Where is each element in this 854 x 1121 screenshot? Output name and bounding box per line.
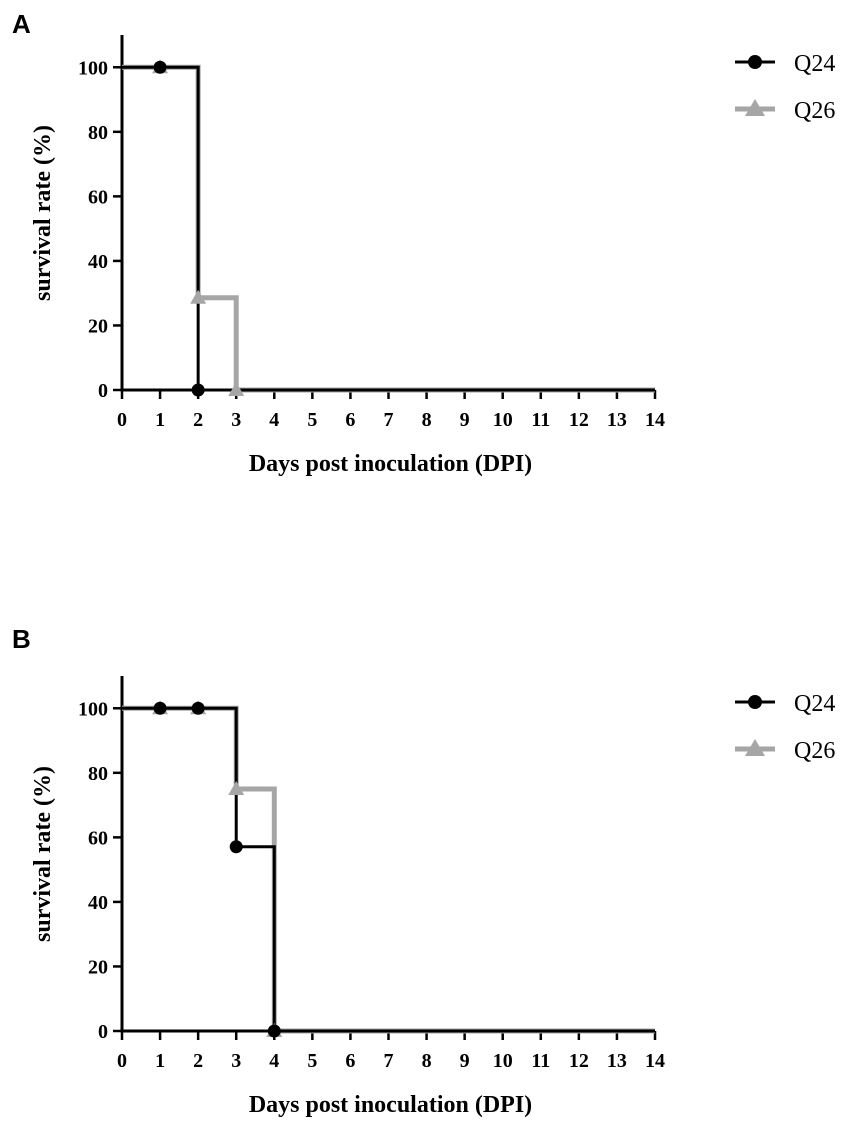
legend-marker-q24 <box>748 695 762 709</box>
series-line-q24 <box>122 706 655 1033</box>
series-line-q26 <box>122 64 655 393</box>
x-axis-title: Days post inoculation (DPI) <box>249 451 532 477</box>
data-point-q26 <box>228 780 245 795</box>
x-tick-label: 9 <box>460 409 470 431</box>
legend-label-q26: Q26 <box>794 738 835 764</box>
x-tick-label: 11 <box>531 1050 550 1072</box>
y-tick-label: 20 <box>88 956 108 978</box>
x-tick-label: 3 <box>231 409 241 431</box>
y-tick-label: 0 <box>98 380 108 402</box>
x-tick-label: 14 <box>645 1050 665 1072</box>
panel-letter: A <box>12 9 31 39</box>
x-tick-label: 0 <box>117 1050 127 1072</box>
legend-marker-q24 <box>748 55 762 69</box>
x-tick-label: 7 <box>384 1050 394 1072</box>
panel-letter: B <box>12 624 31 654</box>
x-tick-label: 0 <box>117 409 127 431</box>
x-tick-label: 1 <box>155 1050 165 1072</box>
y-tick-label: 20 <box>88 315 108 337</box>
data-point-q24 <box>229 840 243 854</box>
x-tick-label: 2 <box>193 409 203 431</box>
x-tick-label: 5 <box>307 409 317 431</box>
x-tick-label: 11 <box>531 409 550 431</box>
x-tick-label: 3 <box>231 1050 241 1072</box>
y-tick-label: 0 <box>98 1021 108 1043</box>
x-tick-label: 8 <box>422 409 432 431</box>
x-tick-label: 6 <box>345 409 355 431</box>
data-point-q24 <box>153 60 167 74</box>
y-tick-label: 60 <box>88 827 108 849</box>
y-tick-label: 100 <box>78 57 108 79</box>
y-tick-label: 80 <box>88 122 108 144</box>
x-tick-label: 10 <box>493 1050 513 1072</box>
x-tick-label: 4 <box>269 409 279 431</box>
x-tick-label: 5 <box>307 1050 317 1072</box>
y-axis-title: survival rate (%) <box>30 766 56 942</box>
data-point-q24 <box>267 1024 281 1038</box>
x-tick-label: 4 <box>269 1050 279 1072</box>
data-point-q26 <box>228 382 245 396</box>
legend-marker-q26 <box>745 739 765 756</box>
legend-label-q26: Q26 <box>794 98 835 124</box>
data-point-q24 <box>191 701 205 715</box>
data-point-q24 <box>153 701 167 715</box>
x-tick-label: 2 <box>193 1050 203 1072</box>
x-axis-title: Days post inoculation (DPI) <box>249 1092 532 1118</box>
x-tick-label: 1 <box>155 409 165 431</box>
x-tick-label: 14 <box>645 409 665 431</box>
x-tick-label: 10 <box>493 409 513 431</box>
series-line-q26 <box>122 705 655 1034</box>
y-tick-label: 40 <box>88 251 108 273</box>
x-tick-label: 7 <box>384 409 394 431</box>
x-tick-label: 13 <box>607 1050 627 1072</box>
legend-label-q24: Q24 <box>794 691 835 717</box>
legend-label-q24: Q24 <box>794 51 835 77</box>
x-tick-label: 8 <box>422 1050 432 1072</box>
y-tick-label: 60 <box>88 186 108 208</box>
y-tick-label: 40 <box>88 892 108 914</box>
y-axis-title: survival rate (%) <box>30 125 56 301</box>
x-tick-label: 9 <box>460 1050 470 1072</box>
data-point-q26 <box>190 289 207 304</box>
x-tick-label: 12 <box>569 409 589 431</box>
y-tick-label: 80 <box>88 763 108 785</box>
x-tick-label: 6 <box>345 1050 355 1072</box>
data-point-q24 <box>191 383 205 397</box>
y-tick-label: 100 <box>78 698 108 720</box>
legend-marker-q26 <box>745 99 765 116</box>
series-line-q24 <box>122 65 655 392</box>
x-tick-label: 12 <box>569 1050 589 1072</box>
x-tick-label: 13 <box>607 409 627 431</box>
